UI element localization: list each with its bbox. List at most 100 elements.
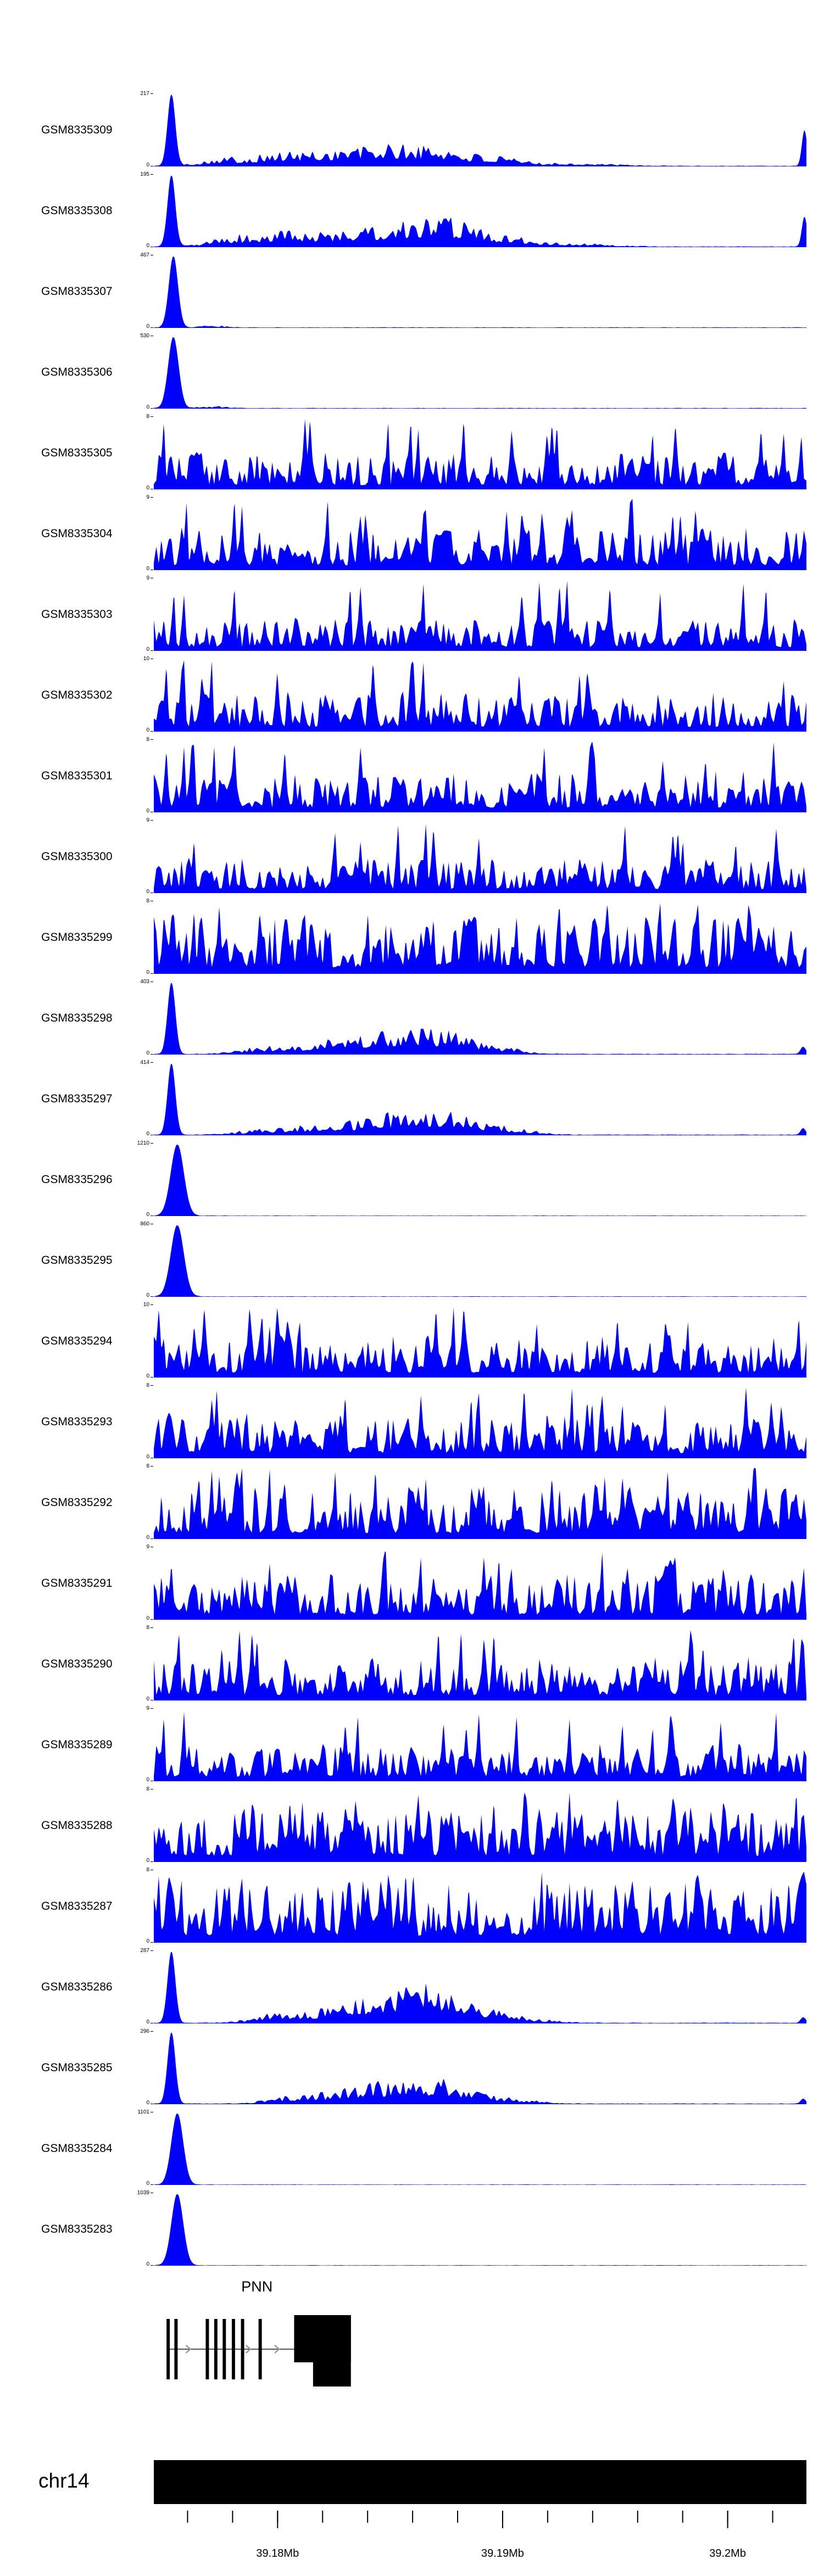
signal-area-plot bbox=[154, 95, 806, 166]
track-row-GSM8335305: GSM8335305 8 0 bbox=[0, 414, 824, 491]
track-row-GSM8335289: GSM8335289 9 0 bbox=[0, 1705, 824, 1783]
y-axis-bottom-tick bbox=[151, 1942, 153, 1943]
y-axis-max-label: 1039 bbox=[137, 2190, 149, 2196]
exon-box bbox=[231, 2319, 235, 2379]
track-label: GSM8335303 bbox=[41, 607, 113, 621]
y-axis-max-label: 8 bbox=[146, 737, 149, 743]
axis-tick-label: 39.19Mb bbox=[481, 2547, 524, 2560]
exon-box bbox=[205, 2319, 209, 2379]
y-axis-top-tick bbox=[151, 820, 153, 821]
coverage-area bbox=[154, 1551, 806, 1620]
track-row-GSM8335306: GSM8335306 530 0 bbox=[0, 333, 824, 410]
genomic-coordinate-axis: 39.18Mb 39.19Mb 39.2Mb bbox=[187, 2511, 773, 2560]
y-axis-max-label: 195 bbox=[140, 171, 149, 177]
track-row-GSM8335298: GSM8335298 403 0 bbox=[0, 979, 824, 1056]
coverage-area bbox=[154, 1064, 806, 1135]
track-label: GSM8335304 bbox=[41, 527, 113, 540]
coverage-area bbox=[154, 742, 806, 812]
signal-area-plot bbox=[154, 499, 806, 570]
coverage-area bbox=[154, 823, 806, 893]
y-axis-min-label: 0 bbox=[146, 1938, 149, 1944]
y-axis-min-label: 0 bbox=[146, 2019, 149, 2025]
signal-area-plot bbox=[154, 1792, 806, 1862]
coverage-area bbox=[154, 337, 806, 409]
y-axis-max-label: 1210 bbox=[137, 1140, 149, 1146]
exon-box bbox=[166, 2319, 170, 2379]
y-axis-top-tick bbox=[151, 1304, 153, 1305]
coverage-area bbox=[154, 581, 806, 651]
signal-area-plot bbox=[154, 337, 806, 409]
track-label: GSM8335284 bbox=[41, 2142, 113, 2155]
y-axis-bottom-tick bbox=[151, 973, 153, 974]
signal-area-plot bbox=[154, 1630, 806, 1700]
signal-area-plot bbox=[154, 1952, 806, 2023]
signal-area-plot bbox=[154, 1064, 806, 1135]
signal-area-plot bbox=[154, 660, 806, 732]
coverage-area bbox=[154, 1225, 806, 1297]
track-label: GSM8335305 bbox=[41, 446, 113, 459]
y-axis-min-label: 0 bbox=[146, 1696, 149, 1702]
coverage-area bbox=[154, 95, 806, 166]
y-axis-max-label: 8 bbox=[146, 1463, 149, 1469]
y-axis-max-label: 217 bbox=[140, 91, 149, 97]
signal-area-plot bbox=[154, 1551, 806, 1620]
y-axis-bottom-tick bbox=[151, 1215, 153, 1216]
coverage-area bbox=[154, 1468, 806, 1539]
y-axis-min-label: 0 bbox=[146, 485, 149, 491]
track-label: GSM8335290 bbox=[41, 1657, 113, 1670]
y-axis-min-label: 0 bbox=[146, 1777, 149, 1783]
y-axis-top-tick bbox=[151, 174, 153, 175]
chromosome-ideogram-bar bbox=[154, 2460, 806, 2504]
y-axis-bottom-tick bbox=[151, 2184, 153, 2185]
track-label: GSM8335291 bbox=[41, 1576, 113, 1590]
y-axis-min-label: 0 bbox=[146, 969, 149, 975]
y-axis-max-label: 9 bbox=[146, 575, 149, 581]
y-axis-top-tick bbox=[151, 1143, 153, 1144]
y-axis-min-label: 0 bbox=[146, 646, 149, 653]
y-axis-max-label: 414 bbox=[140, 1060, 149, 1066]
y-axis-min-label: 0 bbox=[146, 808, 149, 814]
track-row-GSM8335308: GSM8335308 195 0 bbox=[0, 171, 824, 249]
coverage-area bbox=[154, 1145, 806, 1216]
coverage-area bbox=[154, 1307, 806, 1378]
signal-area-plot bbox=[154, 1468, 806, 1539]
y-axis-max-label: 8 bbox=[146, 1786, 149, 1792]
coverage-area bbox=[154, 1871, 806, 1943]
signal-area-plot bbox=[154, 1225, 806, 1297]
y-axis-min-label: 0 bbox=[146, 2181, 149, 2187]
axis-tick-label: 39.18Mb bbox=[256, 2547, 299, 2560]
track-row-GSM8335302: GSM8335302 10 0 bbox=[0, 656, 824, 733]
y-axis-min-label: 0 bbox=[146, 404, 149, 410]
strand-arrow-icon bbox=[274, 2345, 280, 2354]
coverage-area bbox=[154, 2033, 806, 2104]
gene-model bbox=[166, 2315, 351, 2387]
coverage-area bbox=[154, 2114, 806, 2185]
track-label: GSM8335283 bbox=[41, 2222, 113, 2235]
y-axis-min-label: 0 bbox=[146, 1615, 149, 1621]
y-axis-max-label: 467 bbox=[140, 252, 149, 258]
signal-area-plot bbox=[154, 1307, 806, 1378]
terminal-exon-box-full bbox=[313, 2315, 351, 2387]
y-axis-max-label: 8 bbox=[146, 1625, 149, 1631]
coverage-area bbox=[154, 1711, 806, 1781]
track-row-GSM8335296: GSM8335296 1210 0 bbox=[0, 1140, 824, 1218]
y-axis-min-label: 0 bbox=[146, 2100, 149, 2106]
y-axis-bottom-tick bbox=[151, 327, 153, 328]
track-label: GSM8335307 bbox=[41, 285, 113, 298]
y-axis-bottom-tick bbox=[151, 1377, 153, 1378]
signal-area-plot bbox=[154, 2114, 806, 2185]
track-row-GSM8335292: GSM8335292 8 0 bbox=[0, 1463, 824, 1541]
signal-area-plot bbox=[154, 176, 806, 247]
y-axis-top-tick bbox=[151, 1385, 153, 1386]
y-axis-max-label: 860 bbox=[140, 1221, 149, 1227]
signal-area-plot bbox=[154, 1711, 806, 1781]
y-axis-min-label: 0 bbox=[146, 162, 149, 168]
y-axis-max-label: 9 bbox=[146, 1705, 149, 1711]
y-axis-max-label: 9 bbox=[146, 817, 149, 823]
track-row-GSM8335293: GSM8335293 8 0 bbox=[0, 1383, 824, 1460]
y-axis-max-label: 9 bbox=[146, 494, 149, 500]
track-row-GSM8335309: GSM8335309 217 0 bbox=[0, 91, 824, 168]
coverage-area bbox=[154, 1387, 806, 1458]
track-label: GSM8335286 bbox=[41, 1980, 113, 1993]
track-row-GSM8335297: GSM8335297 414 0 bbox=[0, 1060, 824, 1137]
